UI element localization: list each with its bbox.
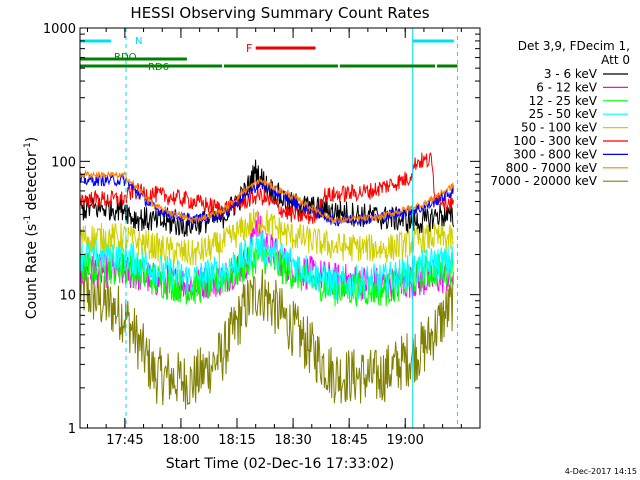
y-tick-label-3: 1000	[43, 22, 76, 37]
series-line-25-50keV	[79, 231, 454, 301]
plot-frame	[79, 27, 481, 429]
legend-label-3: 25 - 50 keV	[529, 107, 598, 121]
legend-label-7: 800 - 7000 keV	[506, 161, 598, 175]
legend-label-5: 100 - 300 keV	[513, 134, 597, 148]
flag-label-F: F	[246, 42, 252, 55]
plot-area: N F RDO RD6	[79, 28, 459, 428]
y-axis-label: Count Rate (s-1 detector-1)	[23, 137, 40, 319]
legend-label-6: 300 - 800 keV	[513, 147, 597, 161]
x-tick-label-4: 18:45	[330, 433, 367, 448]
y-tick-label-2: 100	[51, 155, 76, 170]
flag-label-N: N	[135, 36, 142, 47]
series-line-12-25keV	[79, 240, 454, 307]
series-line-7000-20000keV	[79, 261, 454, 410]
legend-label-0: 3 - 6 keV	[544, 67, 598, 81]
x-tick-label-0: 17:45	[106, 433, 143, 448]
legend-label-1: 6 - 12 keV	[536, 80, 598, 94]
y-tick-label-1: 10	[59, 289, 76, 304]
footer-date: 4-Dec-2017 14:15	[565, 467, 637, 476]
x-tick-label-3: 18:30	[274, 433, 311, 448]
y-tick-label-0: 1	[68, 422, 76, 437]
legend-label-8: 7000 - 20000 keV	[490, 174, 597, 188]
flag-label-RD6: RD6	[148, 62, 169, 73]
series-line-50-100keV	[79, 208, 454, 266]
legend-header-line-2: Att 0	[601, 53, 630, 67]
chart-title: HESSI Observing Summary Count Rates	[130, 4, 429, 22]
axes: 17:45 18:00 18:15 18:30 18:45 19:00 1 10 100 1000	[43, 22, 481, 448]
x-tick-label-2: 18:15	[218, 433, 255, 448]
x-axis-label: Start Time (02-Dec-16 17:33:02)	[166, 456, 394, 472]
x-tick-label-1: 18:00	[162, 433, 199, 448]
legend-label-2: 12 - 25 keV	[529, 94, 598, 108]
series-line-800-7000keV	[79, 169, 454, 225]
flag-label-RDO: RDO	[114, 52, 137, 63]
series-line-3-6keV	[79, 159, 454, 237]
legend-header-line-1: Det 3,9, FDecim 1,	[518, 39, 630, 53]
legend-label-4: 50 - 100 keV	[521, 121, 598, 135]
x-tick-label-5: 19:00	[386, 433, 423, 448]
